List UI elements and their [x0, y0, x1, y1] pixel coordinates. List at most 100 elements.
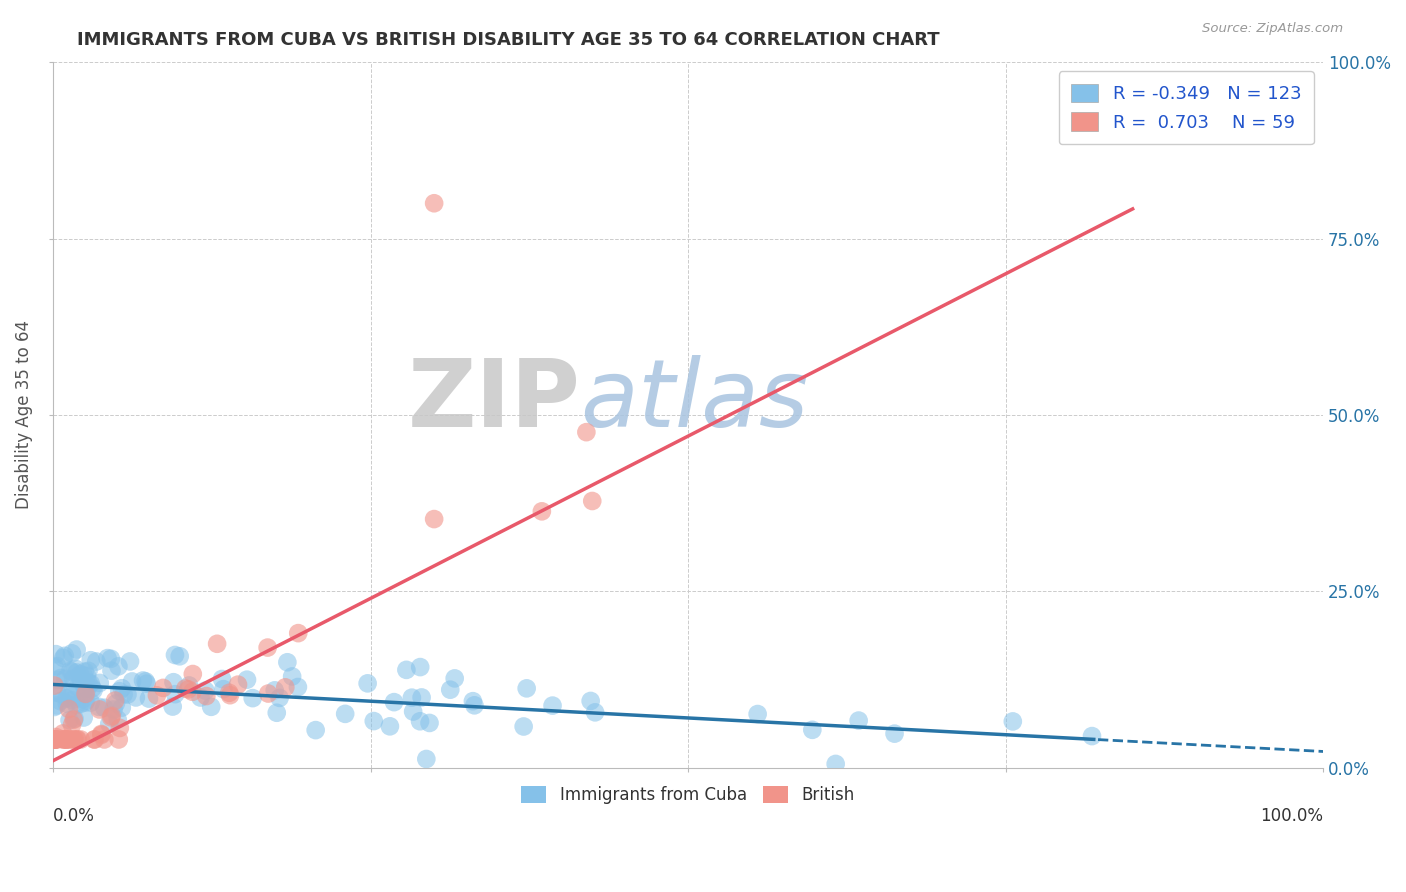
Point	[226, 678, 249, 692]
Point	[111, 681, 134, 696]
Point	[138, 691, 160, 706]
Point	[52, 726, 75, 740]
Point	[269, 690, 291, 705]
Point	[212, 682, 235, 697]
Point	[76, 669, 98, 683]
Point	[66, 732, 89, 747]
Point	[90, 728, 112, 742]
Point	[848, 714, 870, 728]
Point	[49, 671, 72, 685]
Point	[58, 713, 80, 727]
Point	[418, 715, 440, 730]
Text: IMMIGRANTS FROM CUBA VS BRITISH DISABILITY AGE 35 TO 64 CORRELATION CHART: IMMIGRANTS FROM CUBA VS BRITISH DISABILI…	[77, 31, 941, 49]
Point	[121, 674, 143, 689]
Point	[236, 673, 259, 687]
Point	[583, 706, 606, 720]
Point	[53, 672, 76, 686]
Point	[461, 694, 484, 708]
Point	[218, 686, 240, 700]
Point	[90, 727, 112, 741]
Point	[58, 732, 80, 747]
Point	[135, 676, 157, 690]
Point	[423, 512, 446, 526]
Point	[165, 687, 187, 701]
Point	[45, 730, 67, 744]
Point	[44, 732, 66, 747]
Point	[77, 664, 100, 678]
Point	[63, 732, 86, 747]
Point	[44, 679, 66, 693]
Point	[108, 684, 131, 698]
Point	[83, 683, 105, 698]
Point	[100, 652, 122, 666]
Point	[46, 673, 69, 687]
Point	[52, 732, 75, 747]
Point	[80, 653, 103, 667]
Point	[72, 692, 94, 706]
Y-axis label: Disability Age 35 to 64: Disability Age 35 to 64	[15, 320, 32, 509]
Point	[44, 732, 66, 747]
Point	[402, 705, 425, 719]
Point	[305, 723, 328, 738]
Point	[96, 651, 118, 665]
Point	[60, 665, 83, 679]
Point	[132, 673, 155, 688]
Point	[69, 697, 91, 711]
Point	[382, 695, 405, 709]
Point	[52, 651, 75, 665]
Point	[60, 646, 83, 660]
Point	[257, 687, 280, 701]
Point	[66, 665, 89, 680]
Point	[287, 680, 309, 694]
Point	[87, 699, 110, 714]
Point	[100, 664, 122, 678]
Point	[66, 732, 89, 747]
Point	[100, 710, 122, 724]
Point	[266, 706, 288, 720]
Point	[363, 714, 385, 728]
Point	[44, 732, 66, 747]
Point	[65, 662, 87, 676]
Point	[883, 726, 905, 740]
Point	[58, 702, 80, 716]
Point	[107, 713, 129, 727]
Point	[174, 681, 197, 696]
Point	[55, 732, 77, 747]
Point	[70, 674, 93, 689]
Point	[101, 709, 124, 723]
Point	[219, 688, 242, 702]
Point	[58, 686, 80, 700]
Legend: Immigrants from Cuba, British: Immigrants from Cuba, British	[513, 778, 863, 813]
Point	[162, 699, 184, 714]
Point	[89, 702, 111, 716]
Point	[111, 700, 134, 714]
Point	[256, 640, 278, 655]
Point	[69, 732, 91, 747]
Point	[45, 732, 67, 747]
Point	[356, 676, 378, 690]
Point	[1001, 714, 1024, 729]
Point	[335, 706, 357, 721]
Point	[49, 694, 72, 708]
Point	[59, 732, 82, 747]
Point	[276, 655, 298, 669]
Point	[86, 655, 108, 669]
Point	[104, 693, 127, 707]
Point	[73, 710, 96, 724]
Point	[44, 732, 66, 747]
Point	[104, 697, 127, 711]
Point	[80, 696, 103, 710]
Point	[60, 689, 83, 703]
Point	[93, 732, 115, 747]
Point	[45, 698, 67, 713]
Point	[55, 697, 77, 711]
Point	[82, 681, 104, 696]
Point	[579, 694, 602, 708]
Point	[463, 698, 485, 713]
Point	[281, 669, 304, 683]
Point	[55, 732, 77, 747]
Point	[415, 752, 437, 766]
Point	[73, 668, 96, 682]
Text: 0.0%: 0.0%	[53, 806, 96, 824]
Text: Source: ZipAtlas.com: Source: ZipAtlas.com	[1202, 22, 1343, 36]
